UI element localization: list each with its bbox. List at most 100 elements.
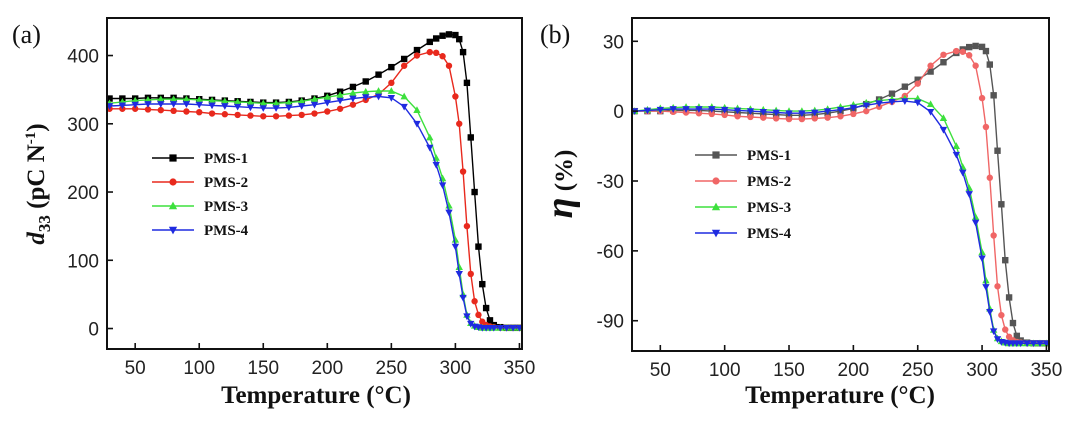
- panel-a-pms-4-point: [336, 97, 344, 105]
- panel-a-pms-3-point: [336, 91, 344, 98]
- panel-a-legend-marker: [169, 178, 177, 186]
- panel-a-pms-4-point: [413, 120, 421, 128]
- panel-b-pms-3-point: [939, 114, 948, 122]
- panel-a-pms-4-point: [144, 101, 152, 108]
- panel-b-y-tick-label: 30: [603, 32, 624, 53]
- panel-a-pms-1-point: [432, 35, 440, 42]
- panel-a-pms-2-point: [452, 93, 459, 100]
- panel-a-pms-4-point: [118, 102, 127, 110]
- panel-b-legend-marker: [712, 177, 720, 185]
- panel-b-pms-3-point: [926, 100, 935, 108]
- panel-b-legend-label-pms-4: PMS-4: [747, 226, 792, 242]
- panel-b-plot-frame: [631, 17, 1050, 352]
- panel-b-pms-2-point: [772, 115, 780, 122]
- panel-a-pms-4-point: [515, 324, 522, 332]
- panel-b-pms-2-point: [760, 114, 767, 121]
- panel-b-x-tick-label: 200: [838, 360, 870, 381]
- panel-a-y-tick-label: 100: [67, 251, 99, 272]
- panel-a-pms-3-point: [195, 96, 203, 103]
- panel-a-pms-1-point: [471, 188, 478, 196]
- panel-a-pms-3-point: [426, 133, 434, 141]
- panel-b-pms-1-point: [1002, 256, 1009, 264]
- panel-b-pms-4-point: [682, 106, 690, 113]
- panel-b-pms-1-point: [986, 61, 993, 68]
- panel-b-x-axis: 50 100 150 200 250 300 350: [650, 345, 1062, 381]
- panel-b-pms-4-point: [1023, 340, 1031, 348]
- panel-b-pms-4-point: [952, 151, 961, 159]
- panel-a-pms-4-point: [374, 93, 383, 101]
- panel-b-pms-1-point: [927, 68, 934, 75]
- panel-b-pms-4-point: [914, 99, 922, 107]
- panel-a-pms-4-point: [169, 101, 178, 108]
- panel-a-pms-1-point: [426, 38, 433, 46]
- panel-a-pms-2-point: [336, 105, 344, 112]
- panel-b-pms-1-point: [998, 201, 1005, 208]
- panel-b-pms-4-point: [720, 106, 729, 114]
- panel-b-x-tick-label: 100: [709, 360, 741, 381]
- panel-b-pms-1-point: [1013, 332, 1021, 340]
- panel-a-pms-4-point: [131, 101, 139, 109]
- panel-b-pms-2-point: [798, 115, 806, 123]
- panel-b-legend-label-pms-3: PMS-3: [747, 200, 791, 216]
- panel-a-series-line-pms-4: [109, 95, 520, 329]
- panel-a-pms-4-point: [459, 294, 467, 302]
- panel-a-pms-3-point: [144, 96, 152, 103]
- panel-a-pms-1-point: [375, 71, 382, 78]
- panel-b-series-line-pms-3: [634, 97, 1047, 344]
- panel-b-pms-4-point: [759, 108, 767, 116]
- panel-a-pms-2-point: [157, 106, 164, 114]
- panel-b-pms-2-point: [959, 48, 966, 55]
- panel-b-pms-4-point: [772, 109, 780, 117]
- panel-b-pms-4-point: [888, 98, 896, 106]
- panel-b-pms-2-point: [785, 115, 793, 123]
- panel-b-pms-3-point: [982, 276, 990, 284]
- panel-b-pms-2-point: [850, 110, 857, 118]
- panel-a-pms-2-point: [131, 105, 139, 112]
- panel-a-pms-4-point: [323, 99, 331, 107]
- panel-b-pms-4-point: [989, 328, 998, 336]
- panel-b-x-tick-label: 50: [650, 360, 671, 381]
- panel-a-pms-3-point: [310, 95, 319, 103]
- panel-a-pms-4-point: [509, 324, 517, 332]
- panel-a-x-axis: 50 100 150 200 250 300 350: [125, 343, 535, 379]
- panel-a-pms-3-point: [413, 106, 421, 114]
- panel-a-pms-4-point: [387, 94, 396, 102]
- panel-a-pms-1-point: [362, 78, 369, 85]
- panel-a-pms-3-point: [131, 96, 139, 104]
- panel-b-pms-4-point: [978, 255, 986, 263]
- panel-a-x-tick-label: 150: [247, 358, 279, 379]
- panel-b-x-axis-title: Temperature (°C): [745, 382, 935, 409]
- panel-b-pms-1-point: [982, 47, 990, 55]
- panel-b-pms-2-point: [747, 113, 754, 121]
- panel-a-pms-4-point: [259, 105, 267, 112]
- panel-b-pms-2-point: [837, 113, 844, 120]
- panel-b-pms-4-point: [971, 219, 980, 227]
- panel-a-pms-2-point: [234, 111, 241, 119]
- panel-b-series-group: [632, 42, 1049, 348]
- panel-b-pms-4-point: [926, 108, 935, 116]
- panel-a-pms-2-point: [459, 168, 467, 175]
- panel-b-pms-2-point: [972, 62, 979, 69]
- panel-a-pms-2-point: [445, 62, 453, 69]
- panel-a-series-group: [107, 31, 522, 332]
- panel-a-pms-4-point: [310, 101, 319, 109]
- panel-b-x-tick-label: 150: [773, 360, 805, 381]
- panel-a-pms-1-point: [400, 55, 408, 63]
- panel-b-pms-2-point: [953, 47, 960, 55]
- panel-a-pms-4-point: [502, 324, 511, 332]
- panel-b-pms-4-point: [862, 102, 870, 110]
- panel-a-pms-3-point: [259, 99, 267, 107]
- panel-a-pms-4-point: [246, 104, 255, 112]
- panel-b-y-tick-label: 0: [613, 102, 624, 123]
- panel-a-pms-3-point: [455, 263, 463, 270]
- panel-b-pms-4-point: [1036, 340, 1044, 348]
- panel-a-pms-4-point: [272, 105, 280, 112]
- panel-a-pms-2-point: [388, 79, 395, 87]
- panel-a-x-tick-label: 50: [125, 358, 146, 379]
- panel-a-pms-2-point: [432, 49, 440, 57]
- panel-b-pms-4-point: [901, 98, 909, 105]
- panel-a-pms-2-point: [298, 111, 305, 119]
- panel-b-pms-4-point: [695, 106, 703, 113]
- panel-b-pms-4-point: [656, 106, 664, 114]
- panel-a-pms-2-point: [260, 113, 267, 120]
